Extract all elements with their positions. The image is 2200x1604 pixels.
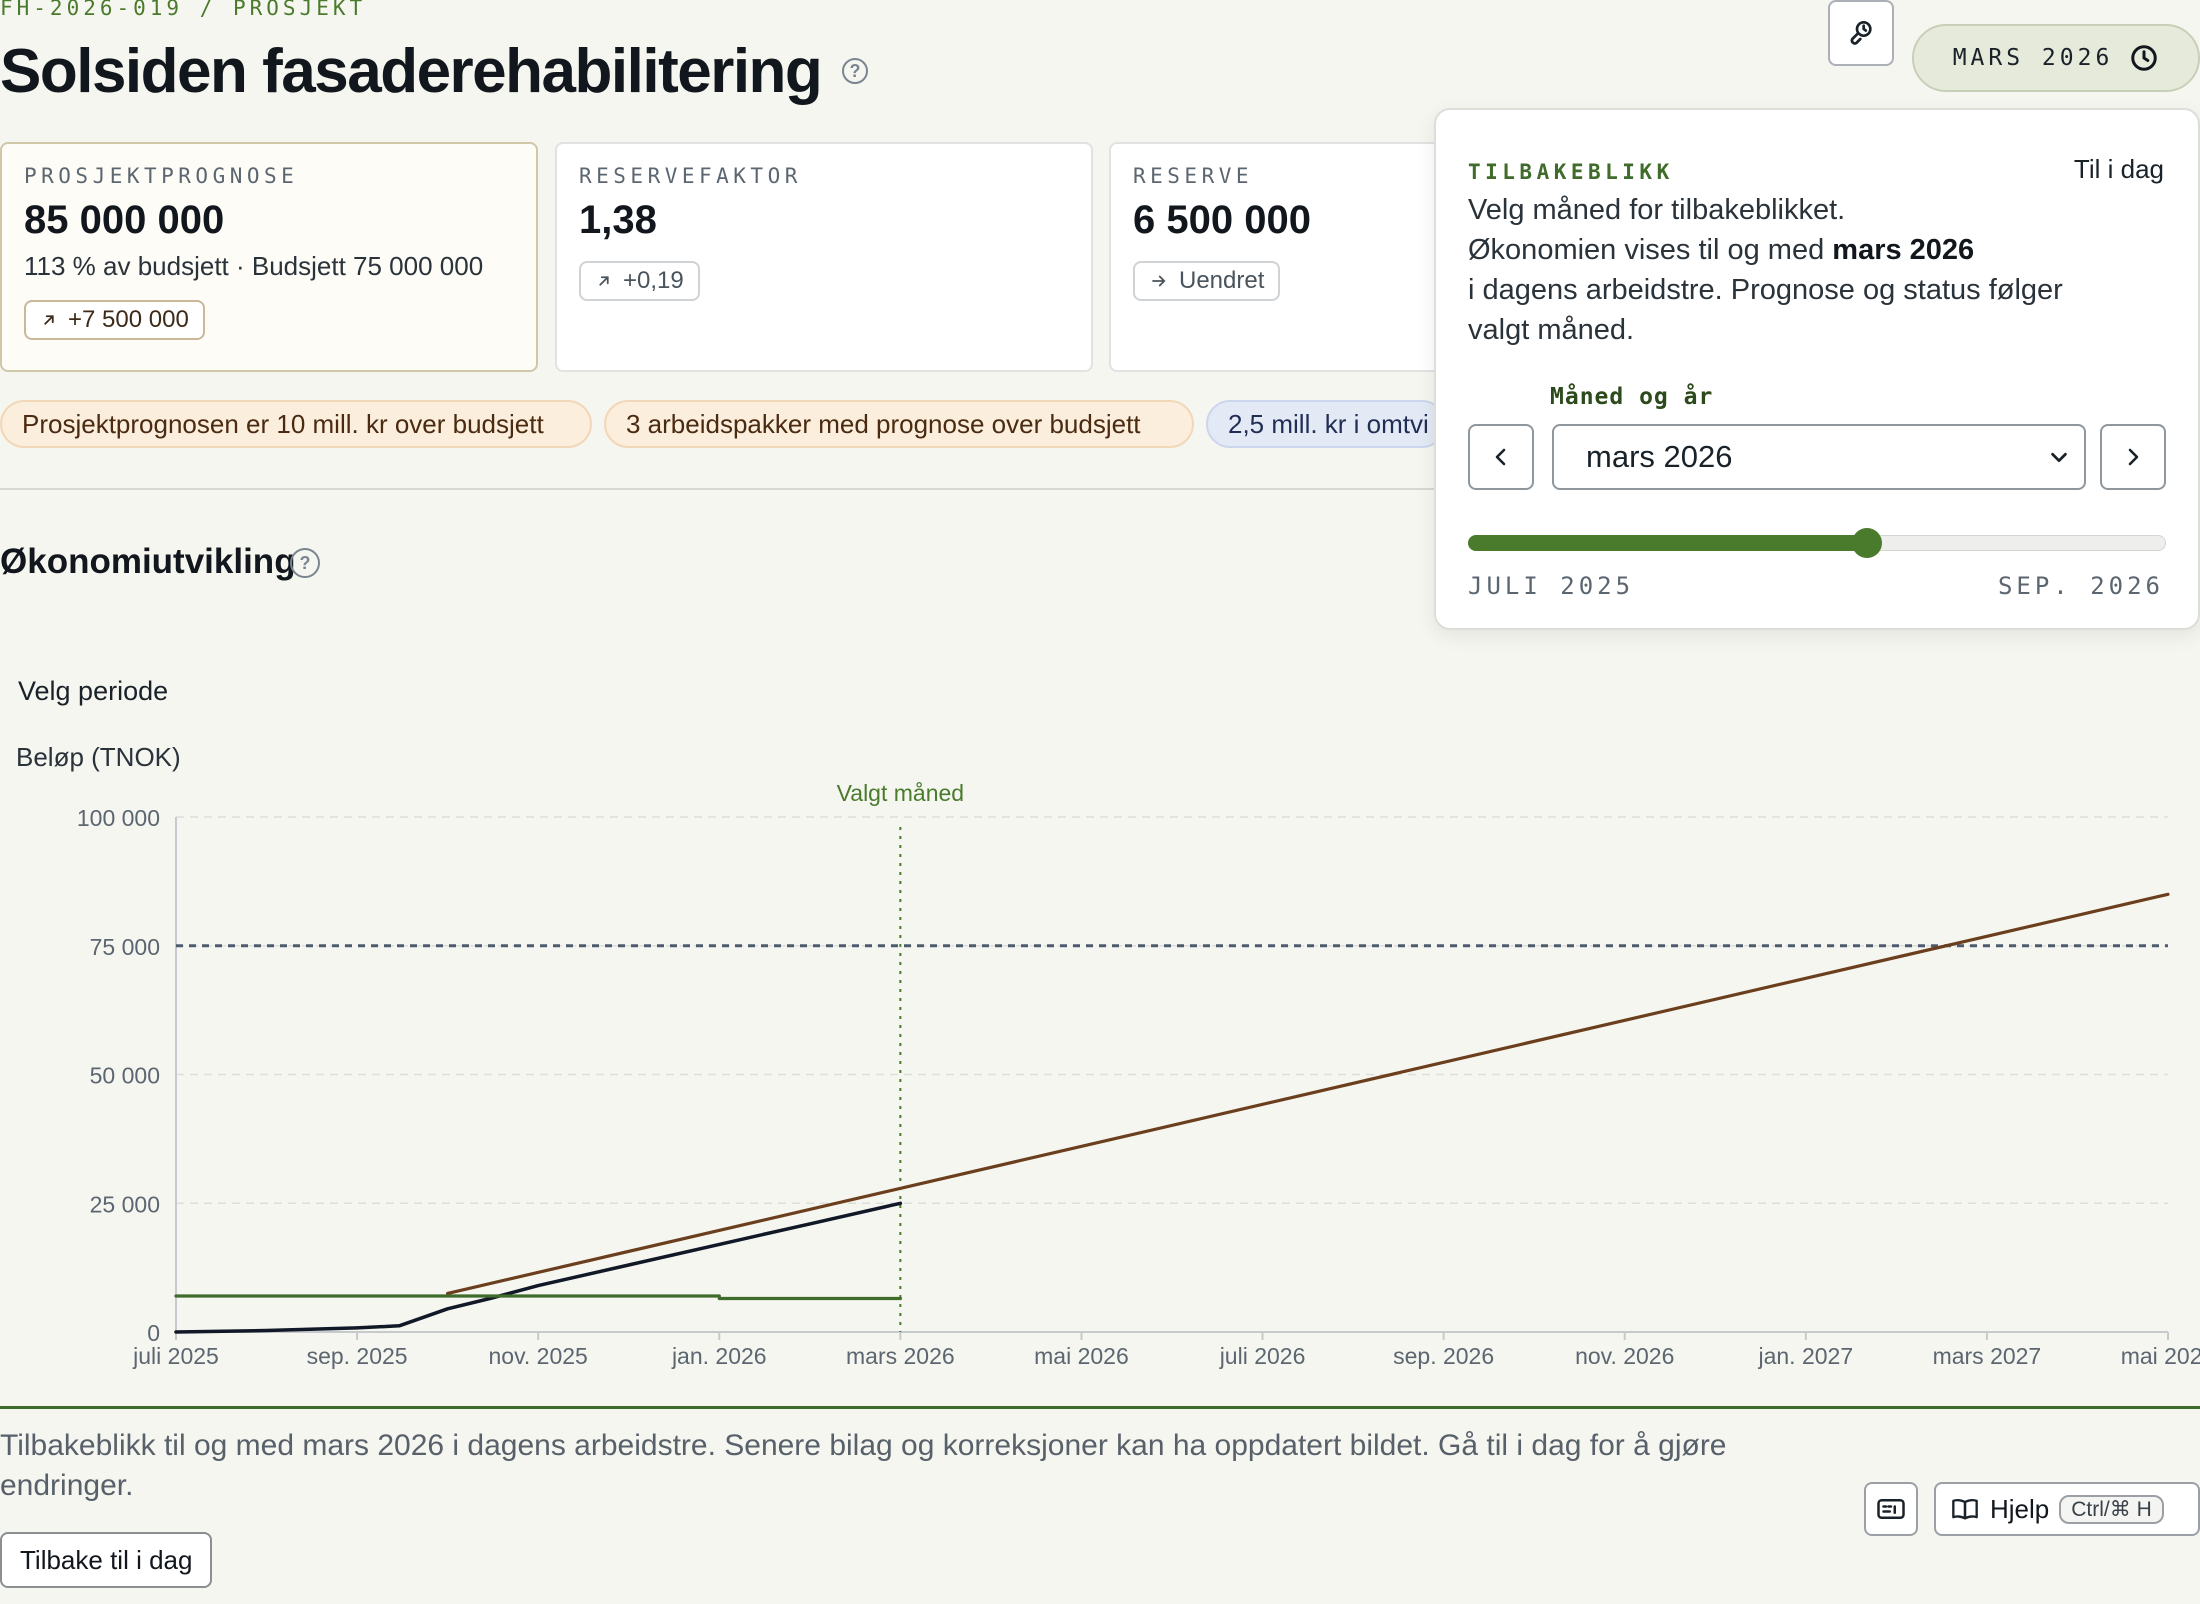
page-title: Solsiden fasaderehabilitering <box>0 37 823 106</box>
section-title: Økonomiutvikling <box>0 542 296 581</box>
popover-desc-month: mars 2026 <box>1832 234 1975 266</box>
month-slider-fill <box>1468 535 1867 551</box>
help-shortcut-badge: Ctrl/⌘ H <box>2059 1494 2164 1524</box>
y-tick-label: 100 000 <box>77 805 160 831</box>
month-year-label: Måned og år <box>1550 384 1714 410</box>
y-tick-label: 50 000 <box>90 1063 160 1089</box>
popover-desc-line1: Velg måned for tilbakeblikket. <box>1468 194 1846 226</box>
chevron-left-icon <box>1495 448 1506 466</box>
x-tick-label: nov. 2026 <box>1575 1343 1674 1369</box>
previous-month-button[interactable] <box>1468 424 1534 490</box>
next-month-button[interactable] <box>2100 424 2166 490</box>
kpi-change-value: +7 500 000 <box>68 306 189 333</box>
breadcrumb: FH-2026-019 / PROSJEKT <box>0 0 367 20</box>
popover-desc-line3: i dagens arbeidstre. Prognose og status … <box>1468 274 2063 346</box>
kpi-label: PROSJEKTPROGNOSE <box>24 164 299 188</box>
clock-icon <box>2131 45 2158 71</box>
x-tick-label: juli 2026 <box>1219 1343 1306 1369</box>
kpi-change-badge: Uendret <box>1133 261 1281 301</box>
section-help-icon[interactable]: ? <box>290 548 320 578</box>
back-to-today-button[interactable]: Tilbake til i dag <box>0 1532 213 1588</box>
y-tick-label: 75 000 <box>90 934 160 960</box>
history-month-pill[interactable]: MARS 2026 <box>1912 24 2200 92</box>
economy-chart: Beløp (TNOK) 0 25 000 50 000 75 000 100 000 ju… <box>16 742 2200 1369</box>
month-select[interactable]: mars 2026 <box>1552 424 2086 490</box>
y-tick-label: 0 <box>147 1320 160 1346</box>
alert-chip-work-packages[interactable]: 3 arbeidspakker med prognose over budsje… <box>604 400 1194 448</box>
x-tick-label: sep. 2025 <box>307 1343 408 1369</box>
keyboard-icon <box>1877 1499 1905 1519</box>
kpi-value: 85 000 000 <box>24 198 225 242</box>
popover-description: Velg måned for tilbakeblikket. Økonomien… <box>1468 190 2108 350</box>
selected-month-label: Valgt måned <box>837 780 964 806</box>
link-icon <box>1850 21 1872 45</box>
period-selector-label[interactable]: Velg periode <box>18 676 169 706</box>
back-to-today-link[interactable]: Til i dag <box>2073 154 2164 184</box>
y-tick-label: 25 000 <box>90 1191 160 1217</box>
x-tick-label: mars 2027 <box>1933 1343 2042 1369</box>
x-tick-label: mars 2026 <box>846 1343 955 1369</box>
title-help-icon[interactable]: ? <box>842 58 868 84</box>
chevron-right-icon <box>2128 448 2139 466</box>
alert-chip-over-budget[interactable]: Prosjektprognosen er 10 mill. kr over bu… <box>0 400 592 448</box>
kpi-subtext: 113 % av budsjett · Budsjett 75 000 000 <box>24 251 484 281</box>
x-tick-label: jan. 2026 <box>671 1343 767 1369</box>
kpi-card-reserve-factor[interactable]: RESERVEFAKTOR 1,38 +0,19 <box>555 142 1093 372</box>
x-tick-label: mai 2026 <box>1034 1343 1129 1369</box>
month-slider-thumb[interactable] <box>1851 528 1882 558</box>
x-tick-label: juli 2025 <box>132 1343 219 1369</box>
slider-range-end: SEP. 2026 <box>1997 572 2164 600</box>
kpi-change-value: Uendret <box>1179 267 1265 294</box>
kpi-card-prognosis[interactable]: PROSJEKTPROGNOSE 85 000 000 113 % av bud… <box>0 142 538 372</box>
history-month-label: MARS 2026 <box>1952 45 2114 71</box>
actual-cost-series-line <box>174 1201 903 1334</box>
chevron-down-icon <box>2051 452 2067 463</box>
history-popover: TILBAKEBLIKK Til i dag Velg måned for ti… <box>1434 108 2200 630</box>
help-button[interactable]: Hjelp Ctrl/⌘ H <box>1934 1482 2200 1536</box>
popover-kicker: TILBAKEBLIKK <box>1468 160 1674 184</box>
alert-chip-disputed[interactable]: 2,5 mill. kr i omtvi <box>1206 400 1446 448</box>
kpi-label: RESERVEFAKTOR <box>579 164 802 188</box>
keyboard-shortcuts-button[interactable] <box>1864 1482 1918 1536</box>
book-icon <box>1952 1498 1978 1520</box>
x-tick-label: mai 2027 <box>2121 1343 2200 1369</box>
slider-range-start: JULI 2025 <box>1468 572 1635 600</box>
kpi-change-badge: +7 500 000 <box>24 300 205 340</box>
kpi-change-badge: +0,19 <box>579 261 700 301</box>
y-axis-label: Beløp (TNOK) <box>16 742 181 772</box>
x-tick-label: nov. 2025 <box>489 1343 588 1369</box>
popover-desc-line2: Økonomien vises til og med <box>1468 234 1833 266</box>
arrow-up-right-icon <box>599 276 609 286</box>
prognosis-series-line <box>446 892 2170 1295</box>
kpi-value: 1,38 <box>579 198 657 242</box>
month-select-value: mars 2026 <box>1586 439 1733 474</box>
help-button-label: Hjelp <box>1990 1493 2050 1524</box>
arrow-up-right-icon <box>44 315 54 325</box>
arrow-right-icon <box>1152 275 1166 287</box>
kpi-value: 6 500 000 <box>1133 198 1311 242</box>
history-note: Tilbakeblikk til og med mars 2026 i dage… <box>0 1429 1727 1502</box>
kpi-label: RESERVE <box>1133 164 1254 188</box>
copy-link-button[interactable] <box>1828 0 1894 66</box>
x-tick-label: jan. 2027 <box>1757 1343 1853 1369</box>
history-banner-rule <box>0 1406 2200 1409</box>
kpi-change-value: +0,19 <box>623 267 684 294</box>
x-tick-label: sep. 2026 <box>1393 1343 1494 1369</box>
reserve-series-line <box>174 1294 902 1301</box>
section-divider <box>0 488 2200 490</box>
